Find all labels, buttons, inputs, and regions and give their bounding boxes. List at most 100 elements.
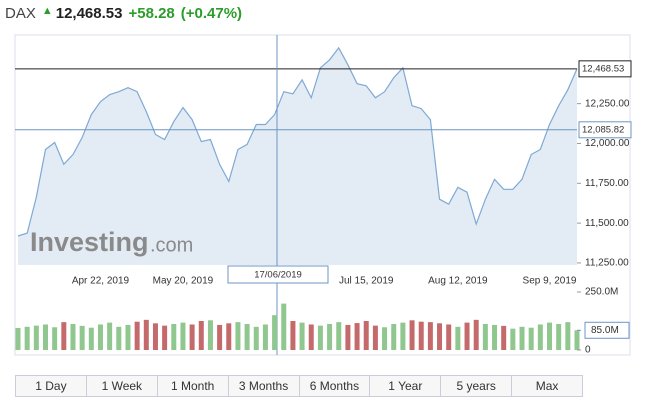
volume-bar: [345, 324, 351, 350]
volume-bar: [61, 322, 67, 350]
area-fill: [18, 47, 577, 266]
volume-bar: [427, 322, 433, 350]
volume-bar: [272, 315, 278, 350]
volume-bar: [501, 325, 507, 350]
volume-bar: [33, 325, 39, 350]
crosshair-value-label: 12,085.82: [582, 124, 624, 135]
x-tick-label: May 20, 2019: [153, 276, 214, 287]
volume-bar: [207, 320, 213, 350]
range-button[interactable]: 6 Months: [299, 376, 371, 396]
volume-bar: [391, 324, 397, 350]
symbol: DAX: [5, 5, 36, 22]
volume-bar: [574, 330, 580, 350]
volume-tick-label: 250.0M: [585, 287, 618, 298]
volume-bar: [510, 328, 516, 350]
volume-bar: [556, 324, 562, 350]
volume-bar: [464, 322, 470, 350]
watermark-brand: Investing: [30, 227, 149, 257]
volume-tick-label: 0: [585, 345, 591, 356]
chart-frame: [14, 34, 631, 356]
y-tick-label: 12,000.00: [585, 138, 630, 149]
volume-bar: [189, 324, 195, 350]
chart: Investing .com 11,250.00 11,500.00 11,750.…: [14, 34, 632, 356]
volume-bar: [226, 323, 232, 350]
y-tick-label: 11,250.00: [585, 258, 629, 269]
volume-bar: [537, 324, 543, 350]
volume-bar: [565, 322, 571, 350]
volume-bar: [299, 322, 305, 350]
volume-bar: [382, 327, 388, 350]
quote-header: DAX ▲ 12,468.53 +58.28 (+0.47%): [5, 5, 248, 22]
x-tick-label: Jul 15, 2019: [339, 276, 394, 287]
volume-bar: [519, 326, 525, 350]
range-button[interactable]: 1 Week: [86, 376, 158, 396]
volume-bar: [171, 324, 177, 350]
x-tick-label: Aug 12, 2019: [428, 276, 488, 287]
price-line: [17, 46, 578, 237]
last-price-label: 12,468.53: [582, 63, 624, 74]
volume-bar: [327, 324, 333, 350]
volume-bar: [162, 325, 168, 350]
volume-bar: [125, 324, 131, 350]
price: 12,468.53: [55, 5, 123, 22]
volume-bar: [528, 327, 534, 350]
last-volume-label: 85.0M: [591, 325, 619, 336]
volume-bar: [437, 323, 443, 350]
volume-bar: [198, 321, 204, 350]
volume-bar: [290, 321, 296, 350]
volume-bar: [24, 326, 30, 350]
volume-bar: [88, 327, 94, 350]
range-button[interactable]: 1 Month: [157, 376, 229, 396]
range-button[interactable]: 1 Year: [370, 376, 442, 396]
volume-bar: [317, 325, 323, 350]
change: +58.28: [128, 5, 175, 22]
watermark-suffix: .com: [150, 234, 193, 256]
volume-bar: [107, 322, 113, 350]
volume-bar: [116, 326, 122, 350]
volume-bar: [455, 326, 461, 350]
volume-bar: [217, 324, 223, 350]
range-button[interactable]: 5 years: [441, 376, 513, 396]
last-price-tag: [578, 60, 632, 78]
volume-bar: [446, 324, 452, 350]
volume-bar: [97, 324, 103, 350]
range-buttons: 1 Day 1 Week 1 Month 3 Months 6 Months 1 Year…: [15, 375, 583, 397]
range-button[interactable]: Max: [512, 376, 582, 396]
volume-bar: [180, 322, 186, 350]
volume-bar: [143, 319, 149, 350]
volume-bar: [409, 320, 415, 350]
crosshair-date-label: 17/06/2019: [254, 270, 302, 281]
range-button[interactable]: 3 Months: [228, 376, 300, 396]
y-tick-label: 11,750.00: [585, 178, 629, 189]
volume-bar: [70, 324, 76, 350]
volume-bar: [354, 323, 360, 350]
volume-bar: [482, 324, 488, 350]
y-tick-label: 11,500.00: [585, 218, 629, 229]
x-tick-label: Apr 22, 2019: [72, 276, 130, 287]
volume-bar: [134, 321, 140, 350]
range-button[interactable]: 1 Day: [16, 376, 87, 396]
crosshair-value-tag: [578, 121, 632, 139]
volume-bar: [262, 324, 268, 350]
volume-bar: [418, 321, 424, 350]
volume-bar: [253, 326, 259, 350]
volume-bar: [152, 323, 158, 350]
volume-bar: [15, 327, 21, 350]
volume-bar: [79, 325, 85, 350]
up-arrow: ▲: [41, 5, 53, 17]
last-volume-tag: [584, 321, 630, 339]
volume-bar: [372, 325, 378, 350]
volume-bar: [235, 322, 241, 350]
x-tick-label: Sep 9, 2019: [523, 276, 577, 287]
volume-bar: [244, 324, 250, 350]
volume-bar: [308, 324, 314, 350]
volume-bar: [400, 322, 406, 350]
volume-bar: [281, 303, 287, 350]
watermark: Investing .com: [30, 227, 193, 257]
change-pct: (+0.47%): [180, 5, 243, 22]
volume-bar: [336, 322, 342, 350]
volume-bar: [52, 327, 58, 350]
y-tick-label: 12,250.00: [585, 98, 630, 109]
volume-bar: [363, 321, 369, 350]
